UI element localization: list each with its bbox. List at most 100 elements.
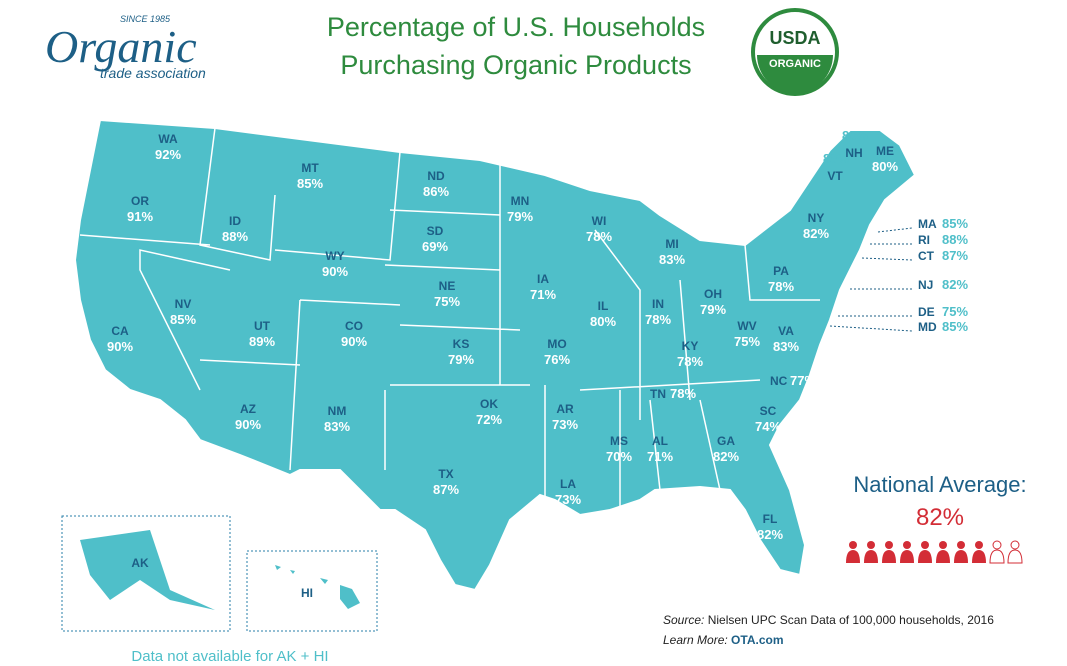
title-line: Purchasing Organic Products bbox=[340, 50, 691, 80]
state-value: 83% bbox=[324, 419, 350, 434]
badge-text: USDA bbox=[769, 28, 820, 48]
state-abbr: MO bbox=[547, 337, 566, 351]
state-value: 82% bbox=[803, 226, 829, 241]
hawaii bbox=[275, 565, 360, 609]
learn-more-label: Learn More: bbox=[663, 633, 728, 647]
person-icon bbox=[882, 550, 896, 563]
state-abbr: MD bbox=[918, 320, 937, 334]
state-value: 87% bbox=[433, 482, 459, 497]
state-value: 73% bbox=[552, 417, 578, 432]
state-abbr: MI bbox=[665, 237, 678, 251]
state-abbr: OH bbox=[704, 287, 722, 301]
person-icon bbox=[992, 540, 1002, 550]
state-abbr: AL bbox=[652, 434, 668, 448]
person-icon bbox=[900, 550, 914, 563]
state-abbr: CO bbox=[345, 319, 363, 333]
state-value: 85% bbox=[942, 319, 968, 334]
state-abbr: SC bbox=[760, 404, 777, 418]
learn-more-link[interactable]: OTA.com bbox=[731, 633, 783, 647]
state-abbr: IL bbox=[598, 299, 609, 313]
badge-text: ORGANIC bbox=[769, 58, 821, 70]
person-icon bbox=[1010, 540, 1020, 550]
state-abbr: GA bbox=[717, 434, 735, 448]
state-value: 92% bbox=[155, 147, 181, 162]
state-value: 89% bbox=[249, 334, 275, 349]
inset-note: Data not available for AK + HI bbox=[131, 648, 328, 665]
state-value: 90% bbox=[235, 417, 261, 432]
logo-sub: trade association bbox=[100, 65, 206, 81]
person-icon bbox=[846, 550, 860, 563]
state-value: 70% bbox=[606, 449, 632, 464]
state-abbr: NH bbox=[845, 146, 862, 160]
state-abbr: DE bbox=[918, 305, 935, 319]
inset-box bbox=[61, 515, 231, 632]
state-value: 69% bbox=[422, 239, 448, 254]
alaska bbox=[80, 530, 215, 610]
state-abbr: VA bbox=[778, 324, 794, 338]
state-abbr: IN bbox=[652, 297, 664, 311]
state-value: 88% bbox=[222, 229, 248, 244]
person-icon bbox=[939, 541, 947, 549]
state-abbr: ND bbox=[427, 169, 445, 183]
state-value: 89% bbox=[842, 128, 868, 143]
state-abbr: WY bbox=[325, 249, 344, 263]
state-abbr: IA bbox=[537, 272, 549, 286]
state-value: 77% bbox=[790, 373, 816, 388]
logo-name: Organic bbox=[45, 21, 197, 72]
state-value: 82% bbox=[713, 449, 739, 464]
state-abbr: WV bbox=[737, 319, 756, 333]
person-icon bbox=[957, 541, 965, 549]
state-value: 88% bbox=[823, 151, 849, 166]
state-value: 80% bbox=[590, 314, 616, 329]
state-value: 78% bbox=[670, 386, 696, 401]
state-value: 71% bbox=[530, 287, 556, 302]
person-icon bbox=[954, 550, 968, 563]
state-abbr: CA bbox=[111, 324, 129, 338]
state-value: 74% bbox=[755, 419, 781, 434]
person-icon bbox=[1007, 549, 1023, 564]
state-value: 85% bbox=[170, 312, 196, 327]
state-abbr: NY bbox=[808, 211, 825, 225]
state-value: 72% bbox=[476, 412, 502, 427]
state-value: 82% bbox=[757, 527, 783, 542]
state-abbr: SD bbox=[427, 224, 444, 238]
state-value: 85% bbox=[297, 176, 323, 191]
state-abbr: NE bbox=[439, 279, 456, 293]
inset-label: AK bbox=[131, 556, 149, 570]
state-abbr: MN bbox=[511, 194, 530, 208]
state-value: 78% bbox=[586, 229, 612, 244]
person-icon bbox=[867, 541, 875, 549]
state-abbr: TN bbox=[650, 387, 666, 401]
person-icon bbox=[989, 549, 1005, 564]
state-abbr: ME bbox=[876, 144, 894, 158]
state-value: 91% bbox=[127, 209, 153, 224]
state-abbr: CT bbox=[918, 249, 935, 263]
state-value: 71% bbox=[647, 449, 673, 464]
state-abbr: WI bbox=[592, 214, 607, 228]
state-labels: WA92%OR91%CA90%ID88%NV85%MT85%WY90%UT89%… bbox=[107, 128, 968, 542]
state-value: 87% bbox=[942, 248, 968, 263]
state-value: 75% bbox=[734, 334, 760, 349]
person-icon bbox=[972, 550, 986, 563]
learn-more: Learn More: OTA.com bbox=[663, 633, 784, 647]
leader-lines bbox=[829, 227, 913, 332]
state-value: 85% bbox=[942, 216, 968, 231]
state-value: 82% bbox=[942, 277, 968, 292]
state-abbr: VT bbox=[827, 169, 843, 183]
state-abbr: AZ bbox=[240, 402, 256, 416]
state-abbr: PA bbox=[773, 264, 789, 278]
state-value: 73% bbox=[555, 492, 581, 507]
state-abbr: KS bbox=[453, 337, 470, 351]
state-value: 88% bbox=[942, 232, 968, 247]
state-value: 83% bbox=[659, 252, 685, 267]
person-icon bbox=[903, 541, 911, 549]
title-line: Percentage of U.S. Households bbox=[327, 12, 705, 42]
state-abbr: NV bbox=[175, 297, 192, 311]
person-icon bbox=[918, 550, 932, 563]
state-abbr: TX bbox=[438, 467, 453, 481]
inset-box bbox=[246, 550, 378, 632]
state-abbr: WA bbox=[158, 132, 178, 146]
state-abbr: FL bbox=[763, 512, 778, 526]
person-icon bbox=[864, 550, 878, 563]
